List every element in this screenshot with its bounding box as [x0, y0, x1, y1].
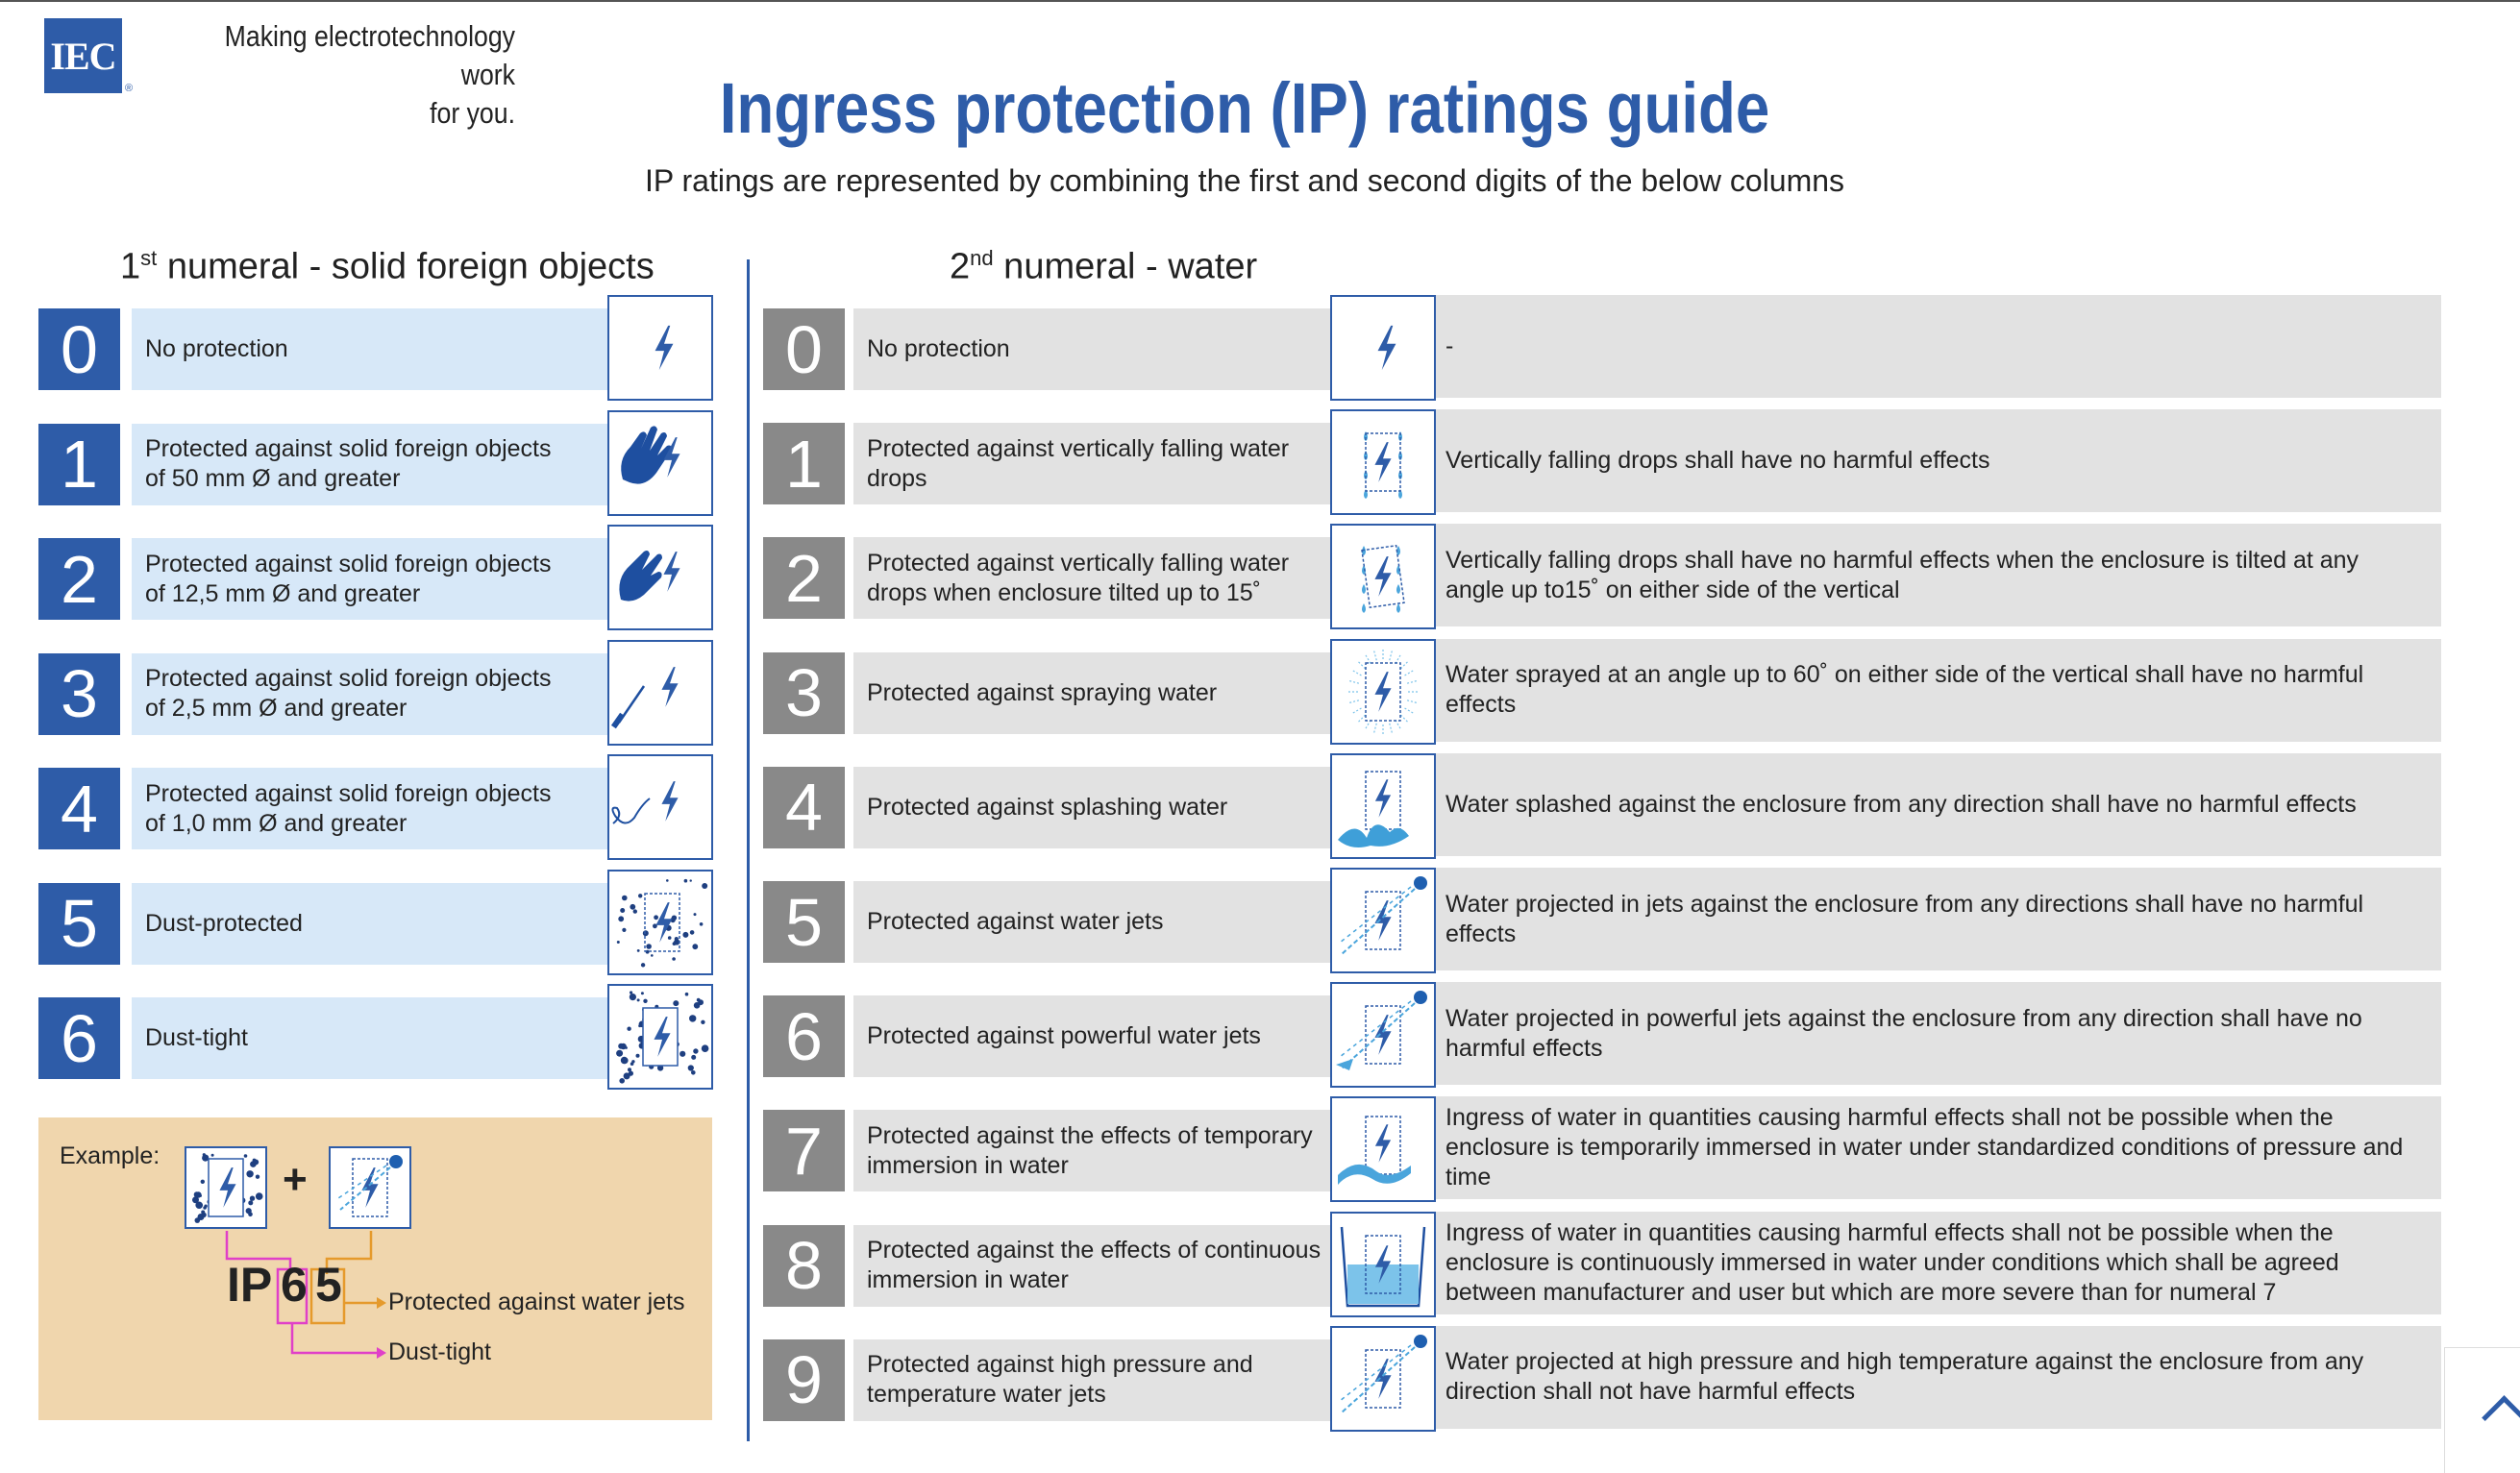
splash-icon — [1330, 752, 1436, 859]
water-protection: Protected against spraying water — [853, 651, 1334, 734]
solid-numeral: 2 — [38, 538, 120, 620]
water-test-description: Ingress of water in quantities causing h… — [1432, 1096, 2441, 1200]
finger-icon — [607, 525, 713, 630]
column-divider — [747, 259, 750, 1441]
hand-icon — [607, 409, 713, 516]
example-digit-1-meaning: Dust-tight — [388, 1338, 491, 1365]
tilted-drops-icon — [1330, 524, 1436, 630]
solid-numeral: 3 — [38, 652, 120, 735]
water-numeral: 6 — [763, 995, 845, 1078]
water-numeral: 7 — [763, 1110, 845, 1192]
example-digit-2: 5 — [315, 1258, 342, 1312]
water-numeral: 1 — [763, 423, 845, 505]
water-test-description: Ingress of water in quantities causing h… — [1432, 1211, 2441, 1314]
solid-description: Dust-tight — [132, 997, 612, 1079]
falling-drops-icon — [1330, 409, 1436, 516]
dust-icon — [607, 869, 713, 975]
water-protection: Protected against splashing water — [853, 766, 1334, 848]
example-connectors — [225, 1231, 386, 1359]
dust-tight-icon — [607, 984, 713, 1090]
water-numeral: 5 — [763, 881, 845, 963]
water-numeral: 9 — [763, 1338, 845, 1421]
solid-description: Dust-protected — [132, 882, 612, 965]
water-numeral: 3 — [763, 651, 845, 734]
registered-mark: ® — [125, 83, 134, 94]
water-test-description: - — [1432, 295, 2441, 398]
water-protection: Protected against powerful water jets — [853, 995, 1334, 1078]
example-digit-2-meaning: Protected against water jets — [388, 1289, 685, 1315]
water-test-description: Water splashed against the enclosure fro… — [1432, 752, 2441, 856]
water-test-description: Water projected in powerful jets against… — [1432, 982, 2441, 1086]
spray-icon — [1330, 638, 1436, 745]
top-rule — [0, 0, 2520, 2]
water-test-description: Water projected in jets against the encl… — [1432, 868, 2441, 970]
water-protection: Protected against the effects of continu… — [853, 1224, 1334, 1307]
solid-numeral: 5 — [38, 882, 120, 965]
water-protection: Protected against the effects of tempora… — [853, 1110, 1334, 1192]
water-test-description: Vertically falling drops shall have no h… — [1432, 524, 2441, 627]
example-panel: Example: + IP 6 5 Protected against wate… — [38, 1117, 712, 1420]
water-numeral: 0 — [763, 308, 845, 390]
page-title: Ingress protection (IP) ratings guide — [719, 68, 1770, 148]
solid-description: No protection — [132, 308, 612, 390]
enclosure-bolt-icon — [607, 295, 713, 401]
high-pressure-jet-icon — [1330, 1325, 1436, 1432]
chevron-up-icon — [2482, 1395, 2520, 1440]
water-jet-icon — [329, 1146, 411, 1229]
water-numeral: 8 — [763, 1224, 845, 1307]
page-subtitle: IP ratings are represented by combining … — [644, 163, 1845, 198]
solid-description: Protected against solid foreign objects … — [132, 768, 612, 849]
water-numeral: 2 — [763, 537, 845, 620]
water-protection: Protected against vertically falling wat… — [853, 537, 1334, 620]
first-numeral-heading: 1st numeral - solid foreign objects — [120, 246, 655, 287]
second-numeral-heading: 2nd numeral - water — [950, 246, 1258, 287]
tagline: Making electrotechnology work for you. — [224, 19, 515, 130]
solid-numeral: 0 — [38, 308, 120, 390]
example-code-prefix: IP — [227, 1258, 273, 1312]
water-jet-icon — [1330, 868, 1436, 973]
screwdriver-icon — [607, 639, 713, 746]
plus-sign: + — [283, 1156, 308, 1203]
water-test-description: Vertically falling drops shall have no h… — [1432, 409, 2441, 513]
dust-tight-icon — [185, 1146, 267, 1229]
solid-numeral: 6 — [38, 997, 120, 1079]
water-test-description: Water sprayed at an angle up to 60˚ on e… — [1432, 638, 2441, 742]
water-protection: Protected against vertically falling wat… — [853, 423, 1334, 505]
water-test-description: Water projected at high pressure and hig… — [1432, 1325, 2441, 1429]
enclosure-bolt-icon — [1330, 295, 1436, 401]
water-protection: Protected against water jets — [853, 881, 1334, 963]
solid-numeral: 1 — [38, 423, 120, 505]
solid-description: Protected against solid foreign objects … — [132, 423, 612, 505]
scroll-to-top-button[interactable] — [2444, 1347, 2520, 1473]
wave-icon — [1330, 1096, 1436, 1203]
example-digit-1: 6 — [281, 1258, 308, 1312]
immersion-icon — [1330, 1211, 1436, 1317]
water-numeral: 4 — [763, 766, 845, 848]
solid-numeral: 4 — [38, 768, 120, 849]
wire-icon — [607, 754, 713, 860]
example-label: Example: — [60, 1142, 161, 1169]
powerful-jet-icon — [1330, 982, 1436, 1089]
solid-description: Protected against solid foreign objects … — [132, 538, 612, 620]
water-protection: Protected against high pressure and temp… — [853, 1338, 1334, 1421]
solid-description: Protected against solid foreign objects … — [132, 652, 612, 735]
water-protection: No protection — [853, 308, 1334, 390]
iec-logo: IEC — [44, 18, 122, 93]
